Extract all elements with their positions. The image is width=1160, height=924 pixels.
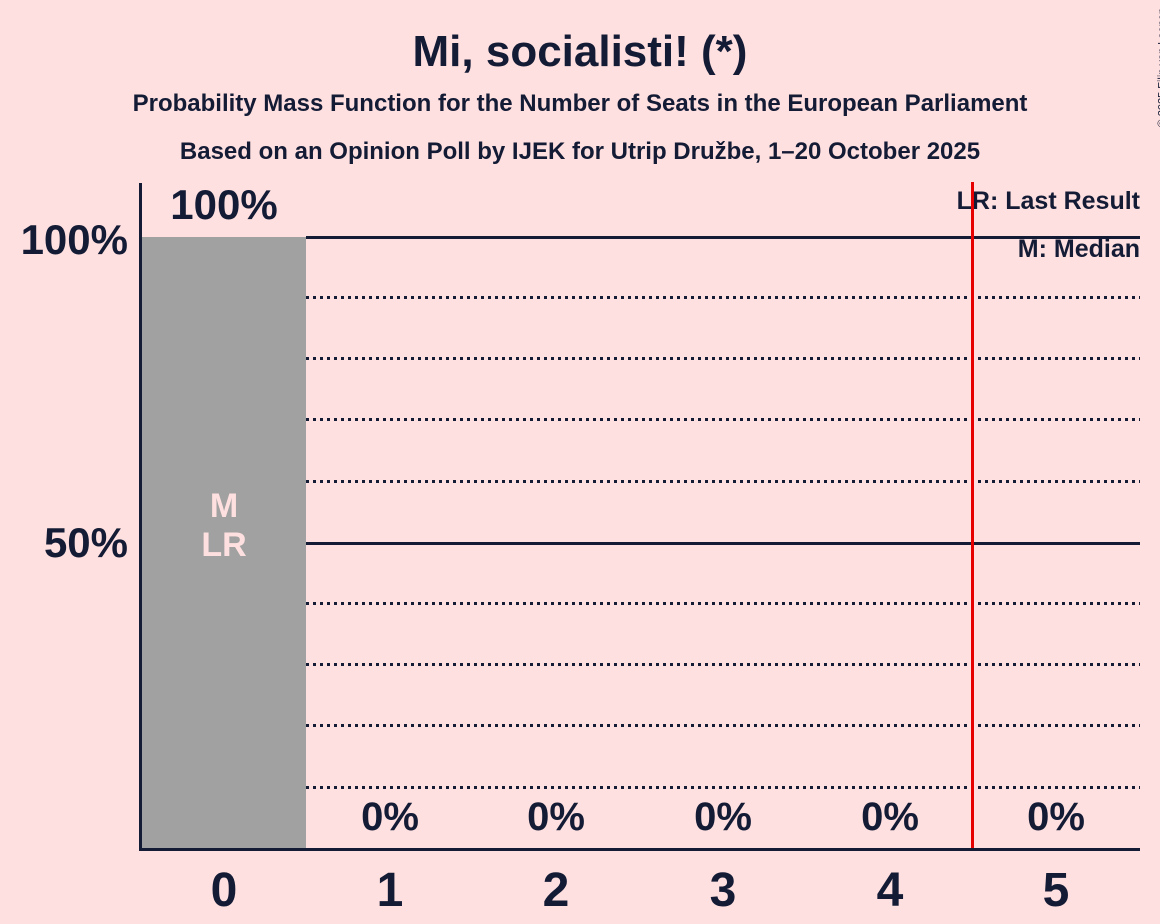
gridline-40pct [306,602,1140,605]
legend-last-result: LR: Last Result [956,187,1140,215]
median-marker-label: M [209,487,239,525]
gridline-50pct [306,542,1140,545]
gridline-30pct [306,663,1140,666]
value-label-seats-1: 0% [361,795,419,839]
value-label-seats-5: 0% [1027,795,1085,839]
x-axis-tick-3: 3 [709,864,737,917]
x-axis-tick-5: 5 [1042,864,1070,917]
gridline-90pct [306,296,1140,299]
gridline-100pct [306,236,1140,239]
last-result-line [971,182,974,849]
chart-poll-info: Based on an Opinion Poll by IJEK for Utr… [179,138,981,165]
y-axis-tick-100: 100% [20,216,128,263]
legend-median: M: Median [1017,235,1140,263]
x-axis-tick-2: 2 [542,864,570,917]
bar-median-lastresult-annotation: M LR [142,487,306,565]
value-label-seats-2: 0% [527,795,585,839]
last-result-marker-label: LR [201,526,247,564]
y-axis-tick-50: 50% [43,519,128,566]
chart-title: Mi, socialisti! (*) [412,27,748,76]
y-axis-line [139,183,142,851]
value-label-seats-4: 0% [861,795,919,839]
x-axis-tick-0: 0 [210,864,238,917]
x-axis-tick-4: 4 [876,864,904,917]
value-label-seats-3: 0% [694,795,752,839]
gridline-60pct [306,480,1140,483]
gridline-80pct [306,357,1140,360]
value-label-seats-0: 100% [170,181,278,228]
gridline-70pct [306,418,1140,421]
copyright-notice: © 2025 Filip van Laenen [1156,8,1160,127]
x-axis-tick-1: 1 [376,864,404,917]
gridline-20pct [306,724,1140,727]
x-axis-line [139,848,1140,851]
bar-seats-0 [142,237,306,848]
gridline-10pct [306,786,1140,789]
chart-subtitle: Probability Mass Function for the Number… [132,90,1028,117]
